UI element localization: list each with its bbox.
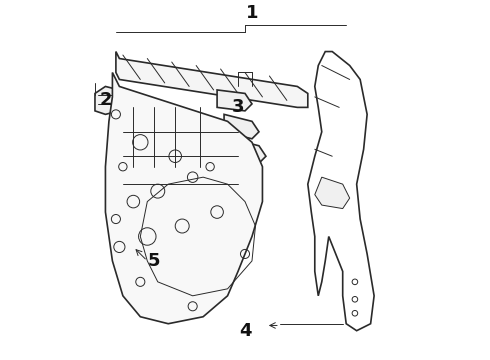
Text: 4: 4 [239, 322, 251, 340]
Polygon shape [95, 86, 126, 114]
Text: 5: 5 [148, 252, 161, 270]
Text: 2: 2 [99, 91, 112, 109]
Polygon shape [116, 51, 308, 107]
Text: 1: 1 [245, 4, 258, 22]
Polygon shape [217, 90, 252, 111]
Polygon shape [224, 114, 259, 139]
Polygon shape [308, 51, 374, 331]
Polygon shape [315, 177, 350, 208]
Text: 3: 3 [232, 98, 245, 116]
Polygon shape [105, 72, 263, 324]
Polygon shape [231, 139, 266, 163]
